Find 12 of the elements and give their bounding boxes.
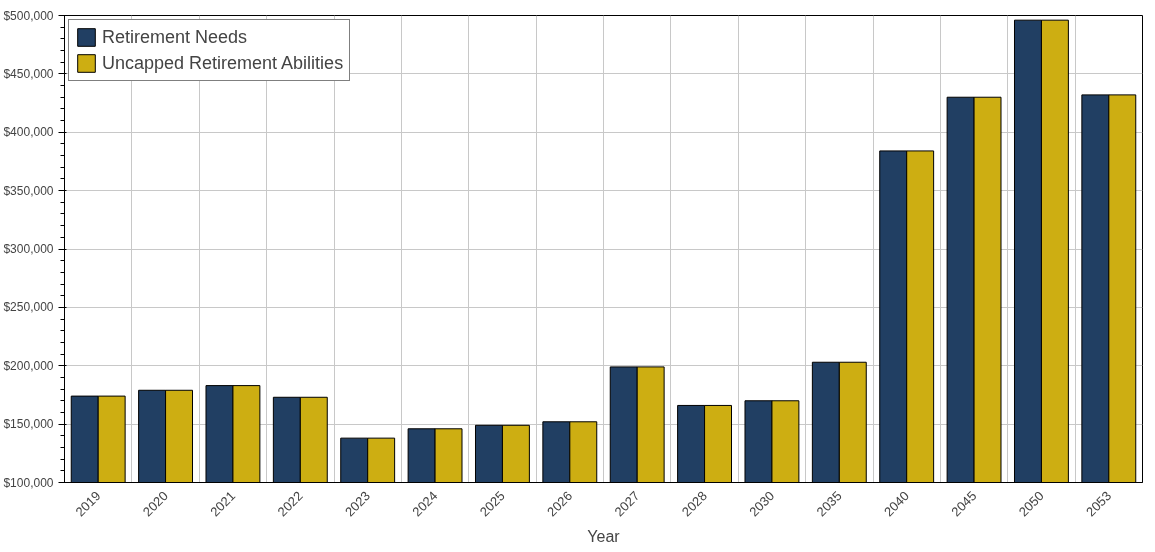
x-axis-title: Year	[587, 528, 621, 546]
y-tick-label: $150,000	[3, 417, 54, 432]
y-tick-label: $450,000	[3, 66, 54, 81]
y-tick-label: $100,000	[3, 475, 54, 490]
y-tick-label: $300,000	[3, 242, 54, 256]
legend-label: Retirement Needs	[102, 26, 248, 48]
y-tick-label: $250,000	[3, 300, 54, 315]
y-tick-label: $400,000	[3, 125, 54, 140]
y-tick-label: $200,000	[3, 358, 54, 373]
y-tick-label: $350,000	[3, 183, 54, 198]
y-tick-label: $500,000	[3, 8, 54, 23]
legend-label: Uncapped Retirement Abilities	[102, 52, 344, 74]
